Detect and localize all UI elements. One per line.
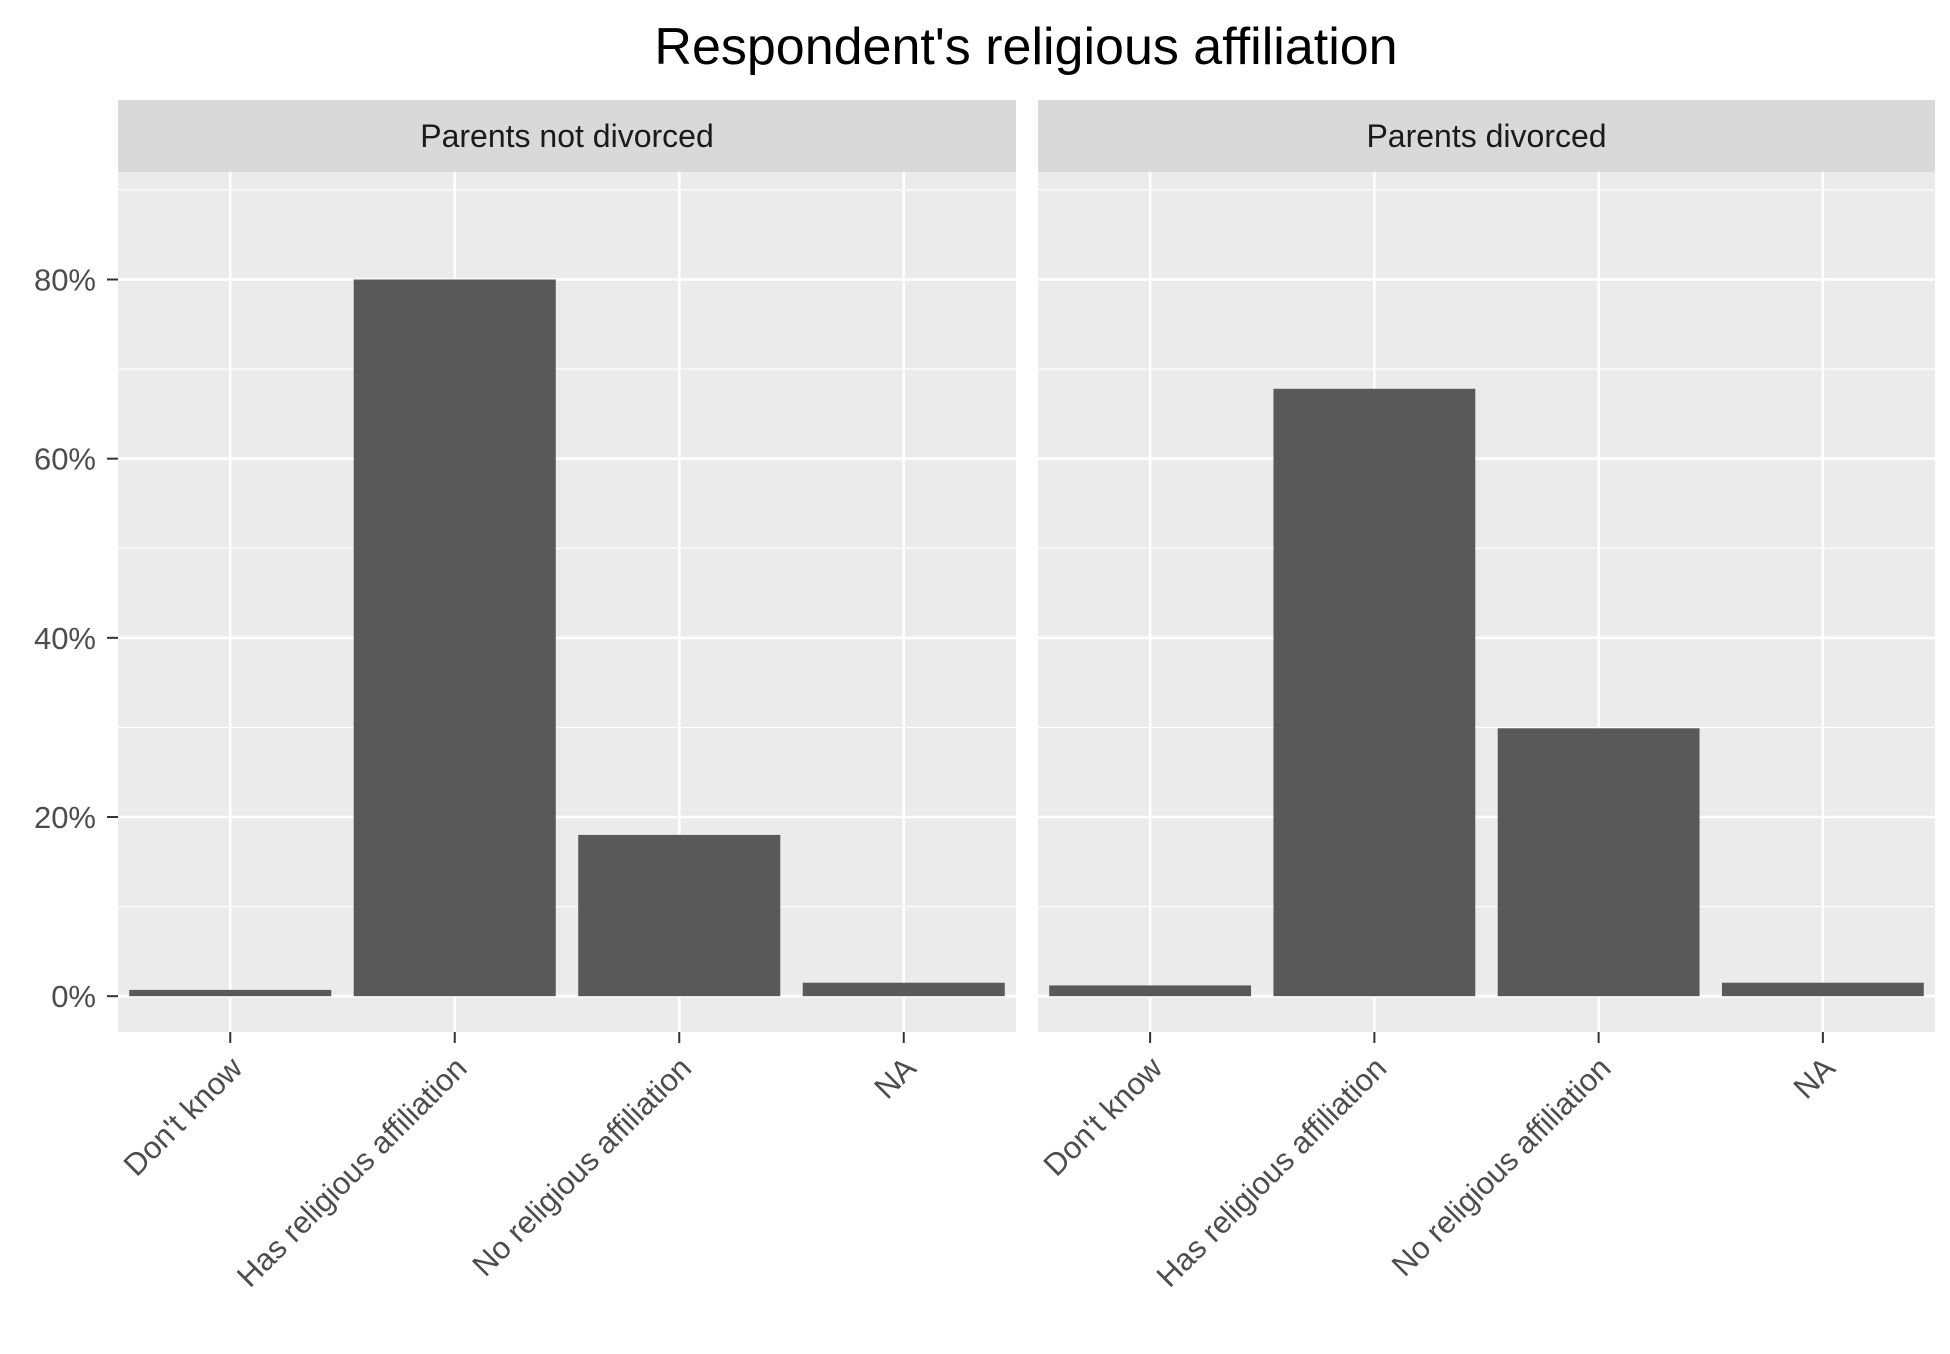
x-tick-label: Has religious affiliation [1150, 1050, 1394, 1294]
x-tick-label: Don't know [1037, 1050, 1170, 1183]
x-tick-label: No religious affiliation [465, 1050, 698, 1283]
bar [1273, 388, 1476, 997]
y-tick-label: 0% [51, 979, 96, 1014]
panel-background [118, 172, 1016, 1032]
x-tick-label: No religious affiliation [1385, 1050, 1618, 1283]
bar [129, 989, 332, 997]
facet-strip-label: Parents divorced [1366, 118, 1606, 154]
bar [353, 279, 556, 997]
x-tick-label: Has religious affiliation [230, 1050, 474, 1294]
y-tick-label: 20% [34, 800, 96, 835]
facet-strip-label: Parents not divorced [420, 118, 714, 154]
x-tick-label: NA [1787, 1050, 1842, 1105]
panel-background [1038, 172, 1935, 1032]
bar [1497, 728, 1700, 997]
x-tick-label: Don't know [117, 1050, 250, 1183]
bar [1049, 985, 1252, 997]
facet-strip [118, 100, 1016, 172]
bar [802, 982, 1005, 997]
chart-title: Respondent's religious affiliation [654, 18, 1397, 76]
y-tick-label: 60% [34, 442, 96, 477]
x-tick-label: NA [867, 1050, 922, 1105]
y-tick-label: 80% [34, 263, 96, 298]
facet-strip [1038, 100, 1935, 172]
bar [1721, 982, 1924, 997]
y-tick-label: 40% [34, 621, 96, 656]
bar [578, 834, 781, 997]
